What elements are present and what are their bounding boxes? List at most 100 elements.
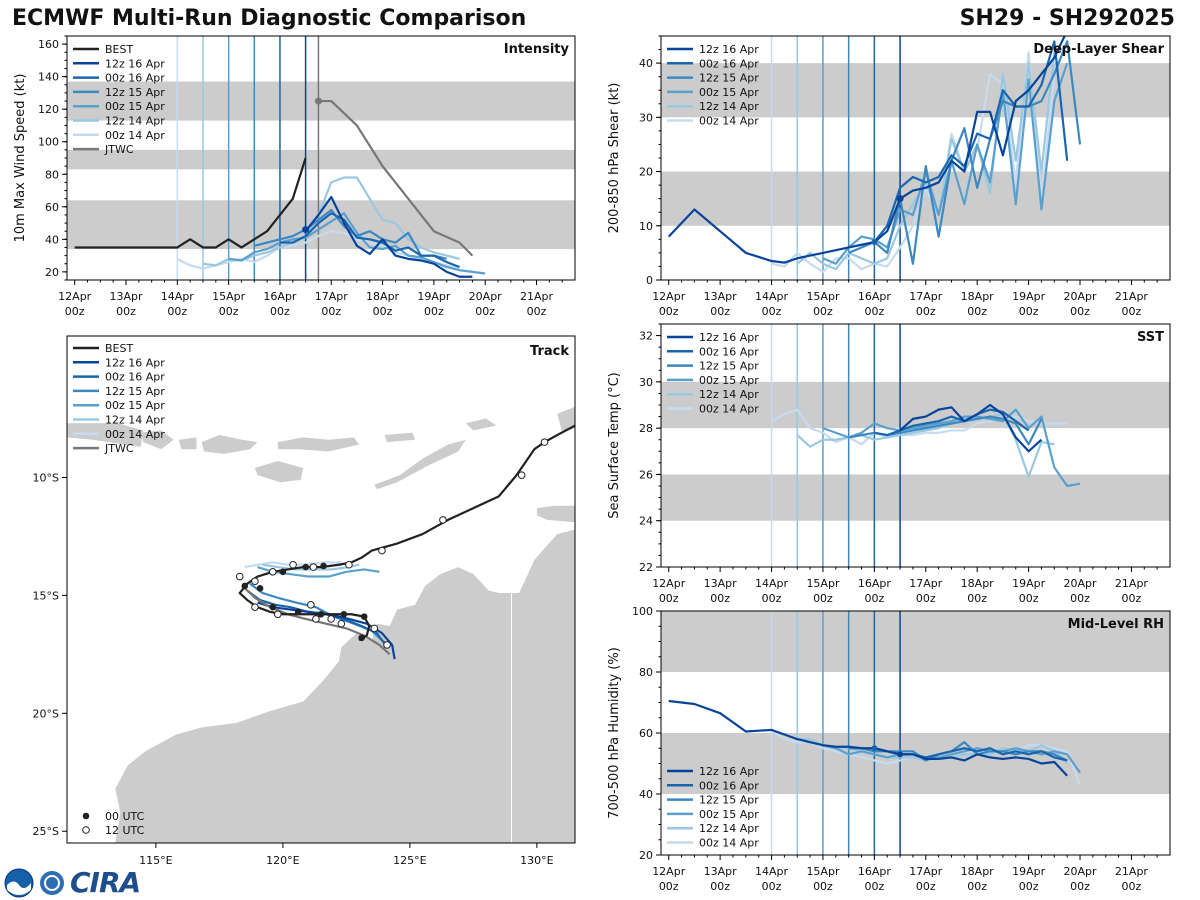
current-marker (897, 751, 904, 758)
legend-label: 00z 16 Apr (105, 72, 165, 85)
x-tick-label: 20Apr (469, 290, 503, 303)
bali-land (140, 430, 174, 450)
y-tick-label: 40 (639, 788, 653, 801)
x-tick-label: 00z (1122, 880, 1142, 893)
legend-label: 00z 14 Apr (699, 403, 759, 416)
series-line (899, 403, 1043, 453)
x-tick-label: 00z (1019, 592, 1039, 605)
x-tick-label: 00z (475, 305, 495, 318)
marker-12utc (370, 624, 379, 633)
x-tick-label: 00z (864, 305, 884, 318)
x-tick-label: 115°E (139, 854, 172, 867)
x-tick-label: 00z (710, 305, 730, 318)
y-tick-label: 60 (639, 727, 653, 740)
series-line (822, 408, 1081, 488)
current-marker (871, 239, 878, 246)
marker-12utc (274, 610, 282, 619)
x-tick-label: 21Apr (1115, 577, 1149, 590)
x-tick-label: 13Apr (704, 577, 738, 590)
x-tick-label: 16Apr (858, 577, 892, 590)
lombok-land (178, 437, 197, 450)
panel-title: Mid-Level RH (1068, 617, 1164, 632)
threshold-band (661, 474, 1170, 521)
legend-label: 12z 15 Apr (699, 794, 759, 807)
cira-globe-icon (40, 870, 64, 895)
marker-12utc (312, 615, 320, 623)
storm-id-title: SH29 - SH292025 (959, 6, 1175, 31)
legend-label: 00z 16 Apr (699, 345, 759, 358)
x-tick-label: 19Apr (1012, 577, 1046, 590)
panel-shear: 12Apr 00z 13Apr 00z 14Apr 00z 15Apr 00z 16Apr 00z… (607, 35, 1171, 318)
logos: CIRA (4, 866, 141, 899)
legend-label: 12z 16 Apr (699, 43, 759, 56)
x-tick-label: 00z (659, 880, 679, 893)
x-tick-label: 00z (813, 305, 833, 318)
x-tick-label: 00z (710, 592, 730, 605)
x-tick-label: 00z (864, 880, 884, 893)
marker-12utc (337, 619, 346, 628)
x-tick-label: 00z (967, 880, 987, 893)
legend-label: 00z 14 Apr (699, 837, 759, 850)
x-tick-label: 19Apr (1012, 865, 1046, 878)
legend-label: 00 UTC (105, 810, 145, 823)
x-tick-label: 18Apr (961, 577, 995, 590)
x-tick-label: 20Apr (1064, 577, 1098, 590)
y-tick-label: 32 (639, 330, 653, 343)
marker-00utc (340, 610, 348, 618)
marker-12utc (378, 546, 386, 555)
marker-12utc (268, 568, 277, 576)
marker-00utc (269, 603, 277, 611)
legend-label: 12z 16 Apr (105, 57, 165, 70)
x-tick-label: 17Apr (909, 577, 943, 590)
x-tick-label: 00z (1070, 305, 1090, 318)
wetar-land (465, 418, 497, 431)
y-tick-label: 20 (639, 849, 653, 862)
threshold-band (661, 733, 1170, 794)
y-tick-label: 100 (38, 136, 59, 149)
y-tick-label: 60 (45, 201, 59, 214)
x-tick-label: 15Apr (806, 290, 840, 303)
x-tick-label: 14Apr (755, 865, 789, 878)
x-tick-label: 00z (1019, 880, 1039, 893)
y-tick-label: 22 (639, 561, 653, 574)
noaa-logo-icon (4, 868, 34, 897)
cira-logo: CIRA (70, 866, 141, 899)
x-tick-label: 00z (167, 305, 187, 318)
x-tick-label: 17Apr (909, 865, 943, 878)
series-line (848, 40, 1082, 265)
series-line (771, 408, 1068, 446)
axes-frame (66, 335, 576, 844)
legend-label: 12z 16 Apr (699, 765, 759, 778)
y-tick-label: 140 (38, 71, 59, 84)
x-tick-label: 120°E (266, 854, 299, 867)
chart-title: ECMWF Multi-Run Diagnostic Comparison (12, 6, 527, 31)
x-tick-label: 18Apr (366, 290, 400, 303)
marker-12utc (235, 572, 244, 581)
x-tick-label: 00z (219, 305, 239, 318)
marker-12utc (439, 516, 447, 524)
sumbawa-land (201, 435, 258, 454)
x-tick-label: 00z (813, 880, 833, 893)
x-tick-label: 16Apr (263, 290, 297, 303)
series-line (228, 212, 486, 275)
axes-frame (660, 323, 1171, 568)
current-marker (302, 226, 310, 234)
marker-12utc (309, 563, 318, 571)
legend-label: 12z 16 Apr (699, 331, 759, 344)
y-tick-label: 20°S (33, 707, 59, 720)
y-tick-label: 30 (639, 111, 653, 124)
legend-label: 12z 14 Apr (699, 100, 759, 113)
legend-label: 00z 15 Apr (699, 374, 759, 387)
map-area (67, 406, 575, 843)
x-tick-label: 12Apr (652, 290, 686, 303)
y-tick-label: 24 (639, 515, 653, 528)
australia-land (67, 529, 575, 843)
legend-label: 00z 15 Apr (699, 86, 759, 99)
y-tick-label: 10°S (33, 471, 59, 484)
panel-intensity: 12Apr 00z 13Apr 00z 14Apr 00z 15Apr 00z 16Apr 00z… (13, 35, 576, 318)
x-tick-label: 00z (967, 305, 987, 318)
x-tick-label: 00z (916, 305, 936, 318)
legend-label: 00z 14 Apr (105, 129, 165, 142)
